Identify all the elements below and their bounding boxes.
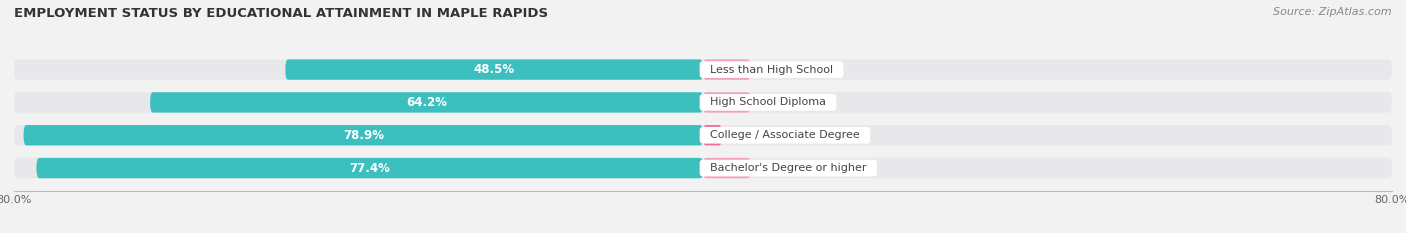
FancyBboxPatch shape — [703, 92, 751, 113]
Text: Source: ZipAtlas.com: Source: ZipAtlas.com — [1274, 7, 1392, 17]
Text: 64.2%: 64.2% — [406, 96, 447, 109]
Text: 48.5%: 48.5% — [474, 63, 515, 76]
FancyBboxPatch shape — [14, 59, 1392, 80]
FancyBboxPatch shape — [285, 59, 703, 80]
FancyBboxPatch shape — [37, 158, 703, 178]
FancyBboxPatch shape — [703, 125, 721, 145]
Text: 2.2%: 2.2% — [735, 129, 765, 142]
Text: Bachelor's Degree or higher: Bachelor's Degree or higher — [703, 163, 873, 173]
FancyBboxPatch shape — [14, 125, 1392, 145]
Text: College / Associate Degree: College / Associate Degree — [703, 130, 866, 140]
FancyBboxPatch shape — [703, 158, 751, 178]
Text: EMPLOYMENT STATUS BY EDUCATIONAL ATTAINMENT IN MAPLE RAPIDS: EMPLOYMENT STATUS BY EDUCATIONAL ATTAINM… — [14, 7, 548, 20]
FancyBboxPatch shape — [24, 125, 703, 145]
Text: Less than High School: Less than High School — [703, 65, 841, 75]
Text: 0.0%: 0.0% — [763, 96, 793, 109]
Text: 77.4%: 77.4% — [349, 161, 389, 175]
Text: 78.9%: 78.9% — [343, 129, 384, 142]
Text: High School Diploma: High School Diploma — [703, 97, 832, 107]
Text: 0.0%: 0.0% — [763, 63, 793, 76]
FancyBboxPatch shape — [14, 92, 1392, 113]
FancyBboxPatch shape — [150, 92, 703, 113]
Text: 0.0%: 0.0% — [763, 161, 793, 175]
FancyBboxPatch shape — [14, 158, 1392, 178]
FancyBboxPatch shape — [703, 59, 751, 80]
